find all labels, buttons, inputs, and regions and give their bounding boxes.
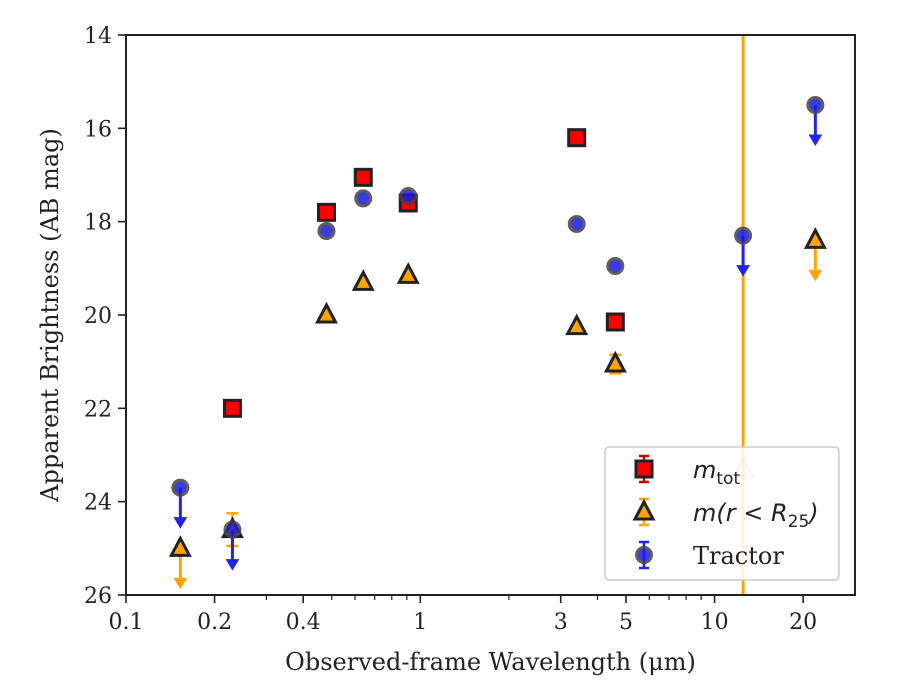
x-tick-label: 0.2	[197, 610, 232, 635]
series-tractor	[171, 96, 825, 571]
data-point-tractor	[734, 226, 753, 245]
data-marks	[168, 96, 827, 590]
data-point-m_tot	[316, 202, 336, 222]
legend-marker-tractor	[635, 546, 653, 564]
legend-label: m(r < R25)	[693, 499, 819, 532]
y-axis-label: Apparent Brightness (AB mag)	[36, 128, 64, 503]
y-tick-label: 22	[84, 397, 112, 422]
data-point-m_tot	[353, 167, 373, 187]
legend-label: mtot	[693, 456, 740, 489]
upper-limit-arrow-head	[808, 269, 823, 282]
x-tick-label: 0.1	[109, 610, 144, 635]
upper-limit-arrow-head	[736, 265, 750, 277]
x-tick-label: 20	[789, 610, 817, 635]
data-point-tractor	[399, 187, 418, 205]
legend-marker-m_tot	[634, 459, 654, 479]
data-point-m_r25	[565, 313, 589, 336]
data-point-tractor	[606, 257, 625, 275]
legend-box	[604, 446, 840, 581]
data-point-m_r25	[803, 227, 827, 249]
y-axis-ticks: 14 16 18 20 22 24 26	[84, 24, 126, 609]
upper-limit-arrow-head	[173, 577, 188, 590]
data-point-tractor	[171, 478, 190, 497]
legend-marker-m_r25	[632, 498, 656, 521]
y-tick-label: 14	[84, 24, 112, 49]
data-point-tractor	[567, 215, 586, 233]
x-tick-label: 0.4	[286, 610, 321, 635]
upper-limit-arrow-head	[225, 559, 240, 571]
x-axis-ticks: 0.1 0.2 0.4 1 3 5 10 20	[109, 595, 817, 635]
legend: mtot m(r < R25) Tractor	[604, 446, 840, 581]
data-point-m_tot	[222, 398, 242, 418]
upper-limit-arrow-head	[173, 517, 188, 529]
data-point-m_r25	[168, 535, 192, 557]
y-tick-label: 16	[84, 117, 112, 142]
y-tick-label: 18	[84, 211, 112, 236]
upper-limit-arrow-head	[808, 134, 823, 146]
data-point-m_r25	[351, 269, 375, 291]
series-m_tot	[222, 128, 625, 418]
legend-label: Tractor	[693, 542, 784, 570]
y-tick-label: 24	[84, 491, 112, 516]
x-tick-label: 1	[413, 610, 427, 635]
x-tick-label: 10	[701, 610, 729, 635]
x-tick-label: 3	[554, 610, 568, 635]
data-point-tractor	[223, 520, 242, 539]
x-axis-label: Observed-frame Wavelength (μm)	[285, 648, 696, 676]
data-point-m_r25	[603, 350, 627, 373]
data-point-m_tot	[605, 312, 625, 332]
y-tick-label: 20	[84, 304, 112, 329]
data-point-tractor	[806, 96, 825, 114]
data-point-tractor	[317, 222, 336, 240]
y-tick-label: 26	[84, 584, 112, 609]
x-tick-label: 5	[619, 610, 633, 635]
data-point-m_r25	[314, 301, 338, 324]
data-point-tractor	[354, 189, 373, 208]
data-point-m_r25	[396, 262, 420, 284]
data-point-m_tot	[567, 128, 587, 148]
